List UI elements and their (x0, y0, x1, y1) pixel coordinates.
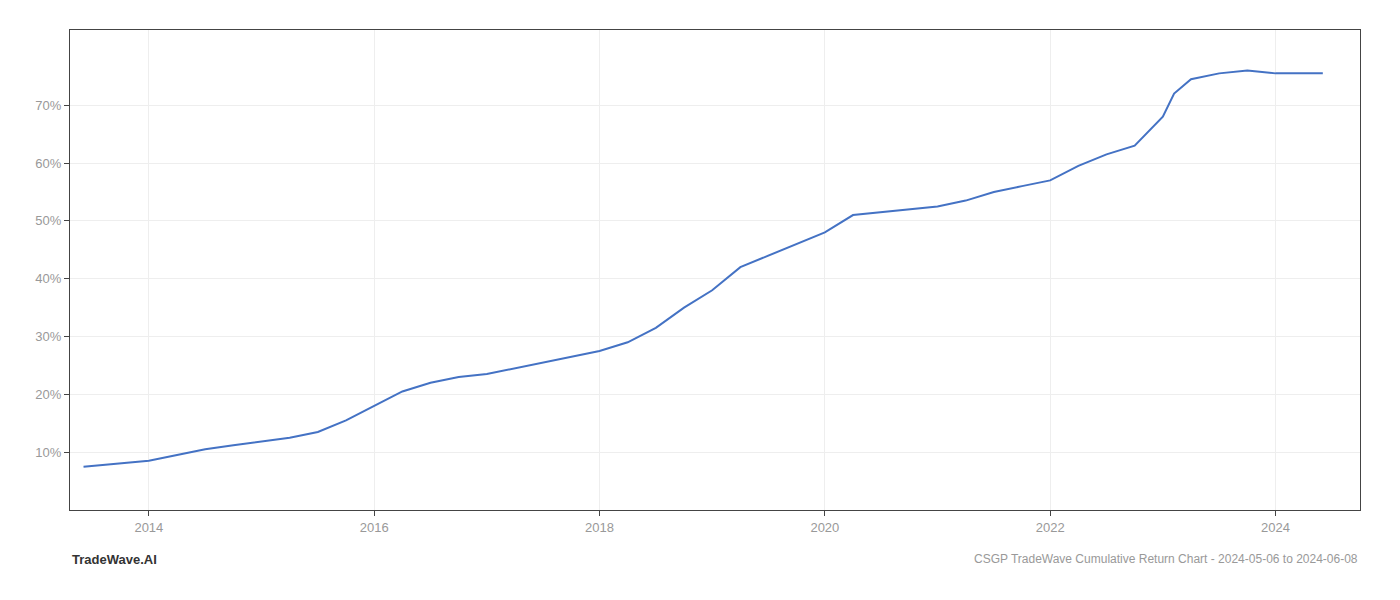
svg-text:2018: 2018 (585, 520, 614, 535)
svg-text:2024: 2024 (1261, 520, 1290, 535)
svg-text:40%: 40% (35, 271, 61, 286)
svg-text:CSGP TradeWave Cumulative Retu: CSGP TradeWave Cumulative Return Chart -… (974, 552, 1358, 566)
svg-text:2020: 2020 (810, 520, 839, 535)
svg-text:70%: 70% (35, 98, 61, 113)
svg-text:30%: 30% (35, 329, 61, 344)
svg-text:2022: 2022 (1036, 520, 1065, 535)
svg-text:60%: 60% (35, 156, 61, 171)
svg-text:20%: 20% (35, 387, 61, 402)
svg-text:50%: 50% (35, 213, 61, 228)
svg-text:2014: 2014 (134, 520, 163, 535)
svg-text:10%: 10% (35, 445, 61, 460)
svg-text:TradeWave.AI: TradeWave.AI (72, 552, 157, 567)
svg-text:2016: 2016 (360, 520, 389, 535)
